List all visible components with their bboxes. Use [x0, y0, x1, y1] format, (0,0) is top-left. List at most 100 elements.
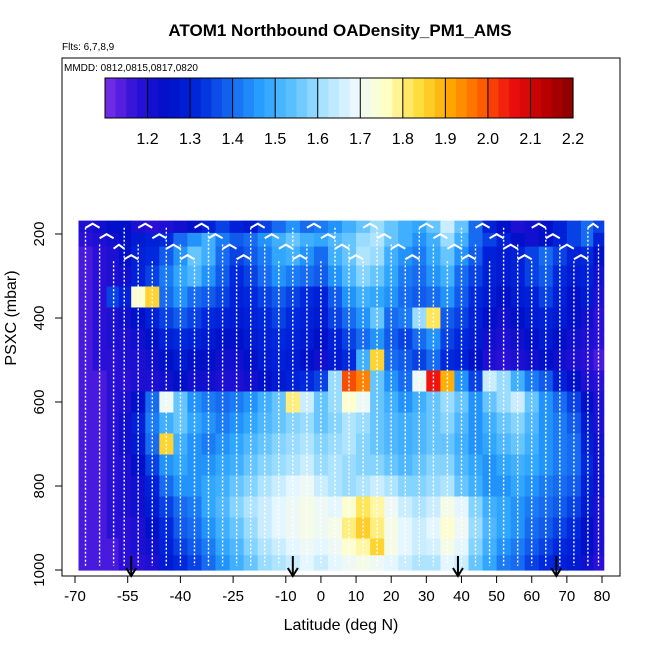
heatmap-cell — [299, 433, 315, 456]
heatmap-cell — [328, 538, 343, 556]
x-tick-label: -10 — [275, 588, 297, 605]
heatmap-cell — [510, 220, 526, 234]
heatmap-cell — [313, 433, 329, 456]
colorbar-swatch — [530, 78, 542, 118]
heatmap-cell — [243, 538, 259, 556]
heatmap-cell — [510, 412, 526, 435]
x-tick-label: 60 — [523, 588, 540, 605]
colorbar-swatch — [424, 78, 436, 118]
heatmap-cell — [131, 538, 146, 556]
colorbar-swatch — [105, 78, 117, 118]
heatmap-cell — [468, 232, 484, 248]
colorbar-tick-label: 2.1 — [519, 131, 541, 148]
heatmap-cell — [299, 496, 315, 519]
heatmap-cell — [106, 246, 120, 267]
heatmap-cell — [106, 517, 120, 540]
colorbar-swatch — [168, 78, 180, 118]
colorbar-swatch — [136, 78, 149, 118]
heatmap-cell — [118, 328, 132, 351]
x-tick-label: 40 — [453, 588, 470, 605]
heatmap-cell — [201, 555, 217, 571]
heatmap-cell — [468, 433, 484, 456]
heatmap-cell — [313, 220, 329, 234]
flight-leg — [517, 254, 533, 261]
flight-leg — [362, 222, 378, 229]
heatmap-cell — [215, 349, 231, 372]
heatmap-cell — [342, 220, 357, 234]
heatmap-cell — [78, 555, 94, 571]
heatmap-cell — [187, 433, 203, 456]
y-tick-label: 600 — [31, 389, 48, 414]
heatmap-cell — [496, 496, 512, 519]
heatmap-cell — [412, 412, 427, 435]
heatmap-cell — [257, 517, 273, 540]
colorbar-swatch — [498, 78, 510, 118]
heatmap-cell — [92, 555, 108, 571]
colorbar-swatch — [445, 78, 457, 118]
heatmap-cell — [106, 349, 120, 372]
heatmap-cell — [482, 433, 498, 456]
heatmap-cell — [271, 517, 287, 540]
heatmap-cell — [106, 265, 120, 288]
colorbar-swatch — [339, 78, 351, 118]
heatmap-cell — [257, 412, 273, 435]
flight-leg — [222, 243, 238, 250]
heatmap-cell — [580, 496, 594, 519]
flight-leg — [348, 254, 364, 261]
heatmap-cell — [243, 307, 259, 330]
heatmap-cell — [257, 555, 273, 571]
heatmap-cell — [454, 391, 470, 414]
colorbar-tick-label: 1.9 — [434, 131, 456, 148]
heatmap-cell — [426, 412, 441, 435]
heatmap-cell — [580, 328, 594, 351]
heatmap-cell — [370, 307, 385, 330]
heatmap-cell — [593, 538, 605, 556]
flight-leg — [503, 243, 519, 250]
heatmap-cell — [426, 555, 441, 571]
heatmap-cell — [159, 391, 174, 414]
colorbar-tick-label: 1.6 — [307, 131, 329, 148]
colorbar-swatch — [370, 78, 383, 118]
heatmap-cell — [468, 555, 484, 571]
heatmap-cell — [215, 265, 231, 288]
flight-leg — [250, 222, 266, 229]
flight-leg — [165, 243, 181, 250]
heatmap-cell — [215, 496, 231, 519]
x-tick-label: 0 — [317, 588, 325, 605]
heatmap-cell — [496, 220, 512, 234]
heatmap-cell — [118, 475, 132, 498]
heatmap-cell — [271, 349, 287, 372]
heatmap-cell — [398, 246, 413, 267]
heatmap-cell — [92, 220, 108, 234]
flight-leg — [446, 243, 462, 250]
heatmap-cell — [552, 517, 568, 540]
heatmap-cell — [159, 555, 174, 571]
heatmap-cell — [566, 220, 582, 234]
heatmap-cell — [229, 349, 245, 372]
colorbar-swatch — [317, 78, 329, 118]
heatmap-cell — [580, 538, 594, 556]
heatmap-cell — [131, 265, 146, 288]
heatmap-cell — [78, 538, 94, 556]
heatmap-cell — [524, 232, 540, 248]
colorbar-swatch — [275, 78, 287, 118]
heatmap-cell — [552, 328, 568, 351]
colorbar-swatch — [413, 78, 425, 118]
heatmap-cell — [173, 328, 189, 351]
flight-leg — [475, 222, 491, 229]
heatmap-cell — [92, 412, 108, 435]
heatmap-cell — [552, 265, 568, 288]
heatmap-cell — [173, 220, 189, 234]
heatmap-cell — [384, 433, 399, 456]
heatmap-cell — [384, 220, 399, 234]
colorbar-swatch — [392, 78, 404, 118]
colorbar-tick-label: 1.5 — [264, 131, 286, 148]
flights-label: Flts: 6,7,8,9 — [62, 42, 115, 53]
heatmap-cell — [524, 349, 540, 372]
heatmap-cell — [118, 412, 132, 435]
heatmap-cell — [342, 555, 357, 571]
heatmap-cell — [159, 307, 174, 330]
heatmap-cell — [398, 232, 413, 248]
heatmap-cell — [78, 307, 94, 330]
heatmap-cell — [328, 307, 343, 330]
